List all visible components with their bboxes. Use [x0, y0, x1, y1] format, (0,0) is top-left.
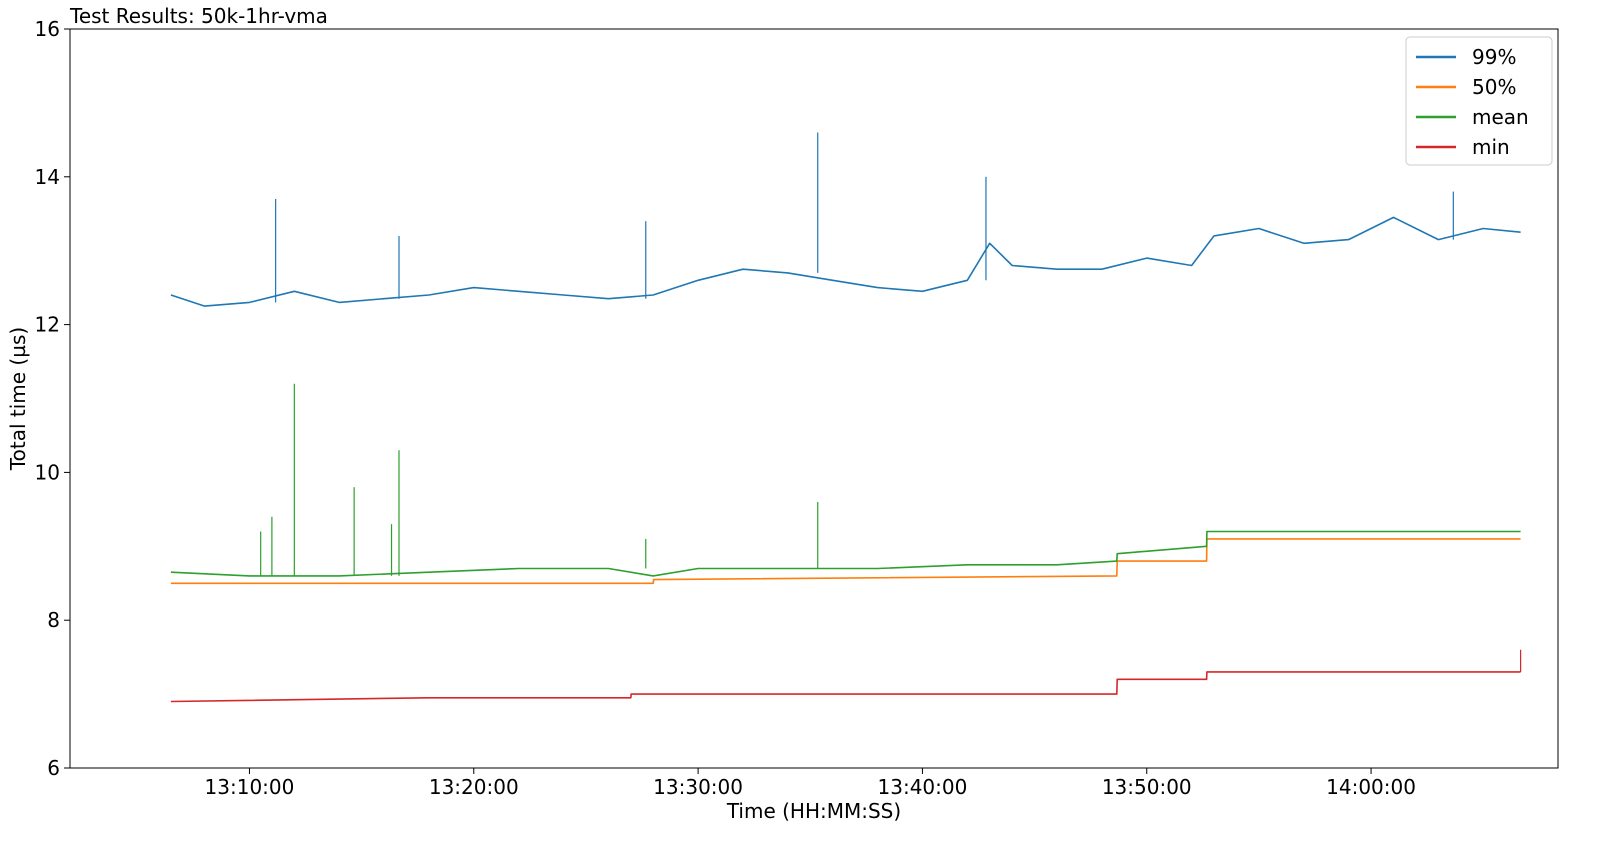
- y-tick-label: 10: [35, 460, 60, 484]
- x-tick-label: 14:00:00: [1326, 775, 1416, 799]
- legend-label: 99%: [1472, 45, 1516, 69]
- x-tick-label: 13:20:00: [429, 775, 519, 799]
- legend: 99% 50% mean min: [1405, 36, 1553, 166]
- series-min: [170, 649, 1522, 703]
- series-line: [170, 538, 1521, 585]
- series-line: [170, 216, 1521, 307]
- series-99pct: [170, 132, 1521, 307]
- legend-label: 50%: [1472, 75, 1516, 99]
- y-tick-label: 8: [47, 608, 60, 632]
- x-axis: 13:10:00 13:20:00 13:30:00 13:40:00 13:50:00…: [205, 768, 1416, 799]
- legend-box: [1405, 36, 1553, 166]
- x-tick-label: 13:40:00: [878, 775, 968, 799]
- series-line: [170, 671, 1521, 703]
- legend-label: mean: [1472, 105, 1529, 129]
- y-tick-label: 14: [35, 165, 60, 189]
- x-tick-label: 13:10:00: [205, 775, 295, 799]
- series-50pct: [170, 538, 1521, 585]
- series-layer: [170, 132, 1522, 703]
- y-tick-label: 6: [47, 756, 60, 780]
- x-tick-label: 13:30:00: [653, 775, 743, 799]
- legend-label: min: [1472, 135, 1510, 159]
- chart-title: Test Results: 50k-1hr-vma: [69, 4, 328, 28]
- series-mean: [170, 383, 1521, 577]
- y-axis-title: Total time (µs): [6, 327, 30, 471]
- y-tick-label: 16: [35, 17, 60, 41]
- plot-frame: [69, 28, 1559, 769]
- x-tick-label: 13:50:00: [1102, 775, 1192, 799]
- y-tick-label: 12: [35, 313, 60, 337]
- x-axis-title: Time (HH:MM:SS): [726, 799, 901, 823]
- y-axis: 6 8 10 12 14 16: [35, 17, 70, 780]
